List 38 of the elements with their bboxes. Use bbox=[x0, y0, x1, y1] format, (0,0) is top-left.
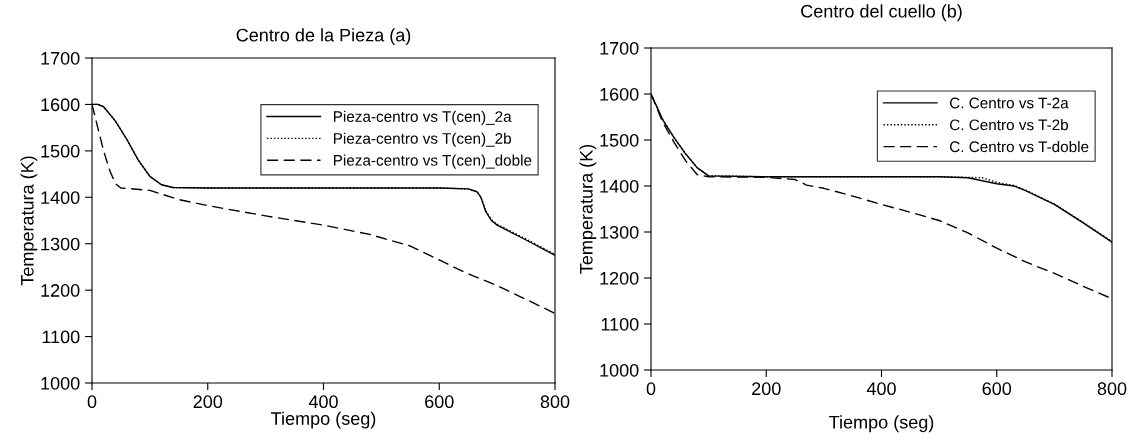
y-tick-label: 1500 bbox=[41, 144, 80, 158]
x-tick-label: 800 bbox=[1097, 382, 1127, 396]
y-tick-label: 1200 bbox=[600, 271, 639, 285]
x-tick-label: 0 bbox=[646, 382, 656, 396]
x-tick-label: 800 bbox=[540, 395, 570, 409]
x-tick-label: 200 bbox=[752, 382, 781, 396]
y-tick-label: 1100 bbox=[42, 330, 80, 344]
x-axis-title: Tiempo (seg) bbox=[829, 415, 934, 433]
x-tick-label: 200 bbox=[193, 395, 223, 409]
x-axis-title: Tiempo (seg) bbox=[271, 411, 376, 429]
y-tick-label: 1300 bbox=[600, 225, 639, 239]
y-tick-label: 1600 bbox=[600, 87, 639, 101]
y-tick-label: 1100 bbox=[601, 317, 639, 331]
y-axis-title: Temperatura (K) bbox=[20, 156, 38, 286]
y-axis-title: Temperatura (K) bbox=[579, 144, 597, 274]
x-tick-label: 400 bbox=[866, 382, 896, 396]
y-tick-label: 1700 bbox=[600, 41, 639, 55]
x-tick-label: 600 bbox=[425, 395, 454, 409]
y-tick-label: 1000 bbox=[41, 376, 80, 390]
x-tick-label: 0 bbox=[87, 395, 97, 409]
y-tick-label: 1400 bbox=[41, 191, 80, 205]
legend-label: Pieza-centro vs T(cen)_2a bbox=[333, 110, 512, 125]
y-tick-label: 1400 bbox=[600, 179, 639, 193]
legend-label: C. Centro vs T-doble bbox=[949, 140, 1089, 153]
x-tick-label: 600 bbox=[982, 382, 1012, 396]
legend-label: C. Centro vs T-2b bbox=[949, 119, 1069, 131]
legend-label: Pieza-centro vs T(cen)_2b bbox=[333, 132, 511, 147]
y-tick-label: 1600 bbox=[41, 98, 80, 112]
y-tick-label: 1000 bbox=[600, 363, 639, 377]
y-tick-label: 1300 bbox=[41, 237, 80, 251]
legend-label: Pieza-centro vs T(cen)_doble bbox=[333, 154, 532, 169]
x-tick-label: 400 bbox=[308, 395, 338, 409]
legend-label: C. Centro vs T-2a bbox=[949, 97, 1069, 109]
y-tick-label: 1200 bbox=[41, 284, 80, 297]
chart-title: Centro del cuello (b) bbox=[801, 4, 962, 22]
y-tick-label: 1500 bbox=[600, 133, 639, 147]
y-tick-label: 1700 bbox=[41, 51, 80, 65]
chart-title: Centro de la Pieza (a) bbox=[236, 28, 411, 46]
